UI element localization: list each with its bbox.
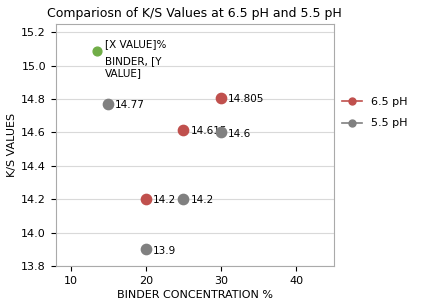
Title: Compariosn of K/S Values at 6.5 pH and 5.5 pH: Compariosn of K/S Values at 6.5 pH and 5… <box>48 7 342 20</box>
Y-axis label: K/S VALUES: K/S VALUES <box>7 113 17 177</box>
Text: 13.9: 13.9 <box>153 246 176 256</box>
Point <box>143 197 149 202</box>
Text: 14.2: 14.2 <box>153 196 176 205</box>
Text: [X VALUE]%: [X VALUE]% <box>104 39 166 49</box>
Point <box>218 130 225 135</box>
Point <box>143 247 149 252</box>
Point <box>180 197 187 202</box>
X-axis label: BINDER CONCENTRATION %: BINDER CONCENTRATION % <box>117 290 273 300</box>
Text: 14.615: 14.615 <box>190 126 227 136</box>
Point <box>180 127 187 132</box>
Text: 14.77: 14.77 <box>115 100 145 110</box>
Text: 14.6: 14.6 <box>228 129 251 139</box>
Text: 14.2: 14.2 <box>190 196 214 205</box>
Text: 14.805: 14.805 <box>228 95 265 104</box>
Point <box>94 48 101 53</box>
Legend: 6.5 pH, 5.5 pH: 6.5 pH, 5.5 pH <box>342 97 407 128</box>
Point <box>218 96 225 101</box>
Text: BINDER, [Y
VALUE]: BINDER, [Y VALUE] <box>104 56 161 78</box>
Point <box>105 102 112 107</box>
